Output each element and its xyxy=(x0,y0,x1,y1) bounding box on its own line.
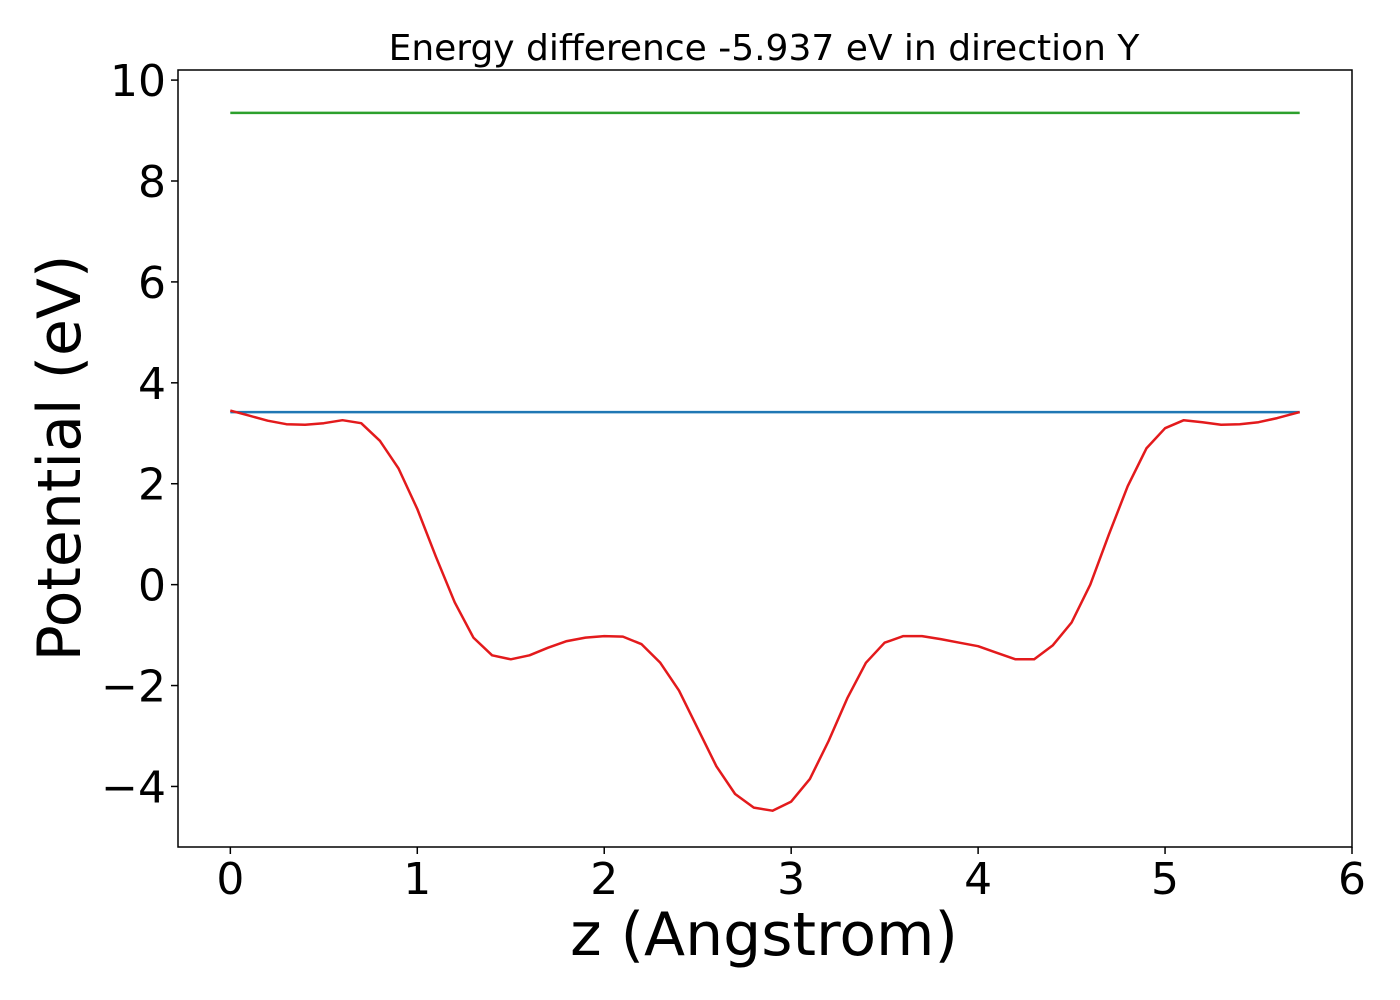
y-tick-label: 2 xyxy=(138,460,166,511)
plot-frame xyxy=(177,69,1353,848)
x-tick-label: 0 xyxy=(216,854,244,905)
x-tick-label: 4 xyxy=(964,854,992,905)
x-tick-label: 5 xyxy=(1151,854,1179,905)
y-tick-label: 0 xyxy=(138,561,166,612)
series-line-2 xyxy=(229,409,1301,812)
y-axis-label: Potential (eV) xyxy=(25,255,95,662)
x-axis-label: z (Angstrom) xyxy=(570,900,958,970)
y-tick-label: −2 xyxy=(101,662,166,713)
y-tick-label: 4 xyxy=(138,359,166,410)
chart-title: Energy difference -5.937 eV in direction… xyxy=(389,28,1141,69)
x-tick-label: 1 xyxy=(403,854,431,905)
series-layer xyxy=(229,111,1301,812)
y-tick-label: −4 xyxy=(101,762,166,813)
x-tick-label: 3 xyxy=(777,854,805,905)
x-tick-label: 2 xyxy=(590,854,618,905)
y-tick-label: 6 xyxy=(138,258,166,309)
ticks-layer: 0 1 2 3 4 5 6 −4 −2 0 2 4 6 8 10 xyxy=(101,56,1366,905)
x-tick-label: 6 xyxy=(1338,854,1366,905)
y-tick-label: 10 xyxy=(110,56,166,107)
y-tick-label: 8 xyxy=(138,157,166,208)
